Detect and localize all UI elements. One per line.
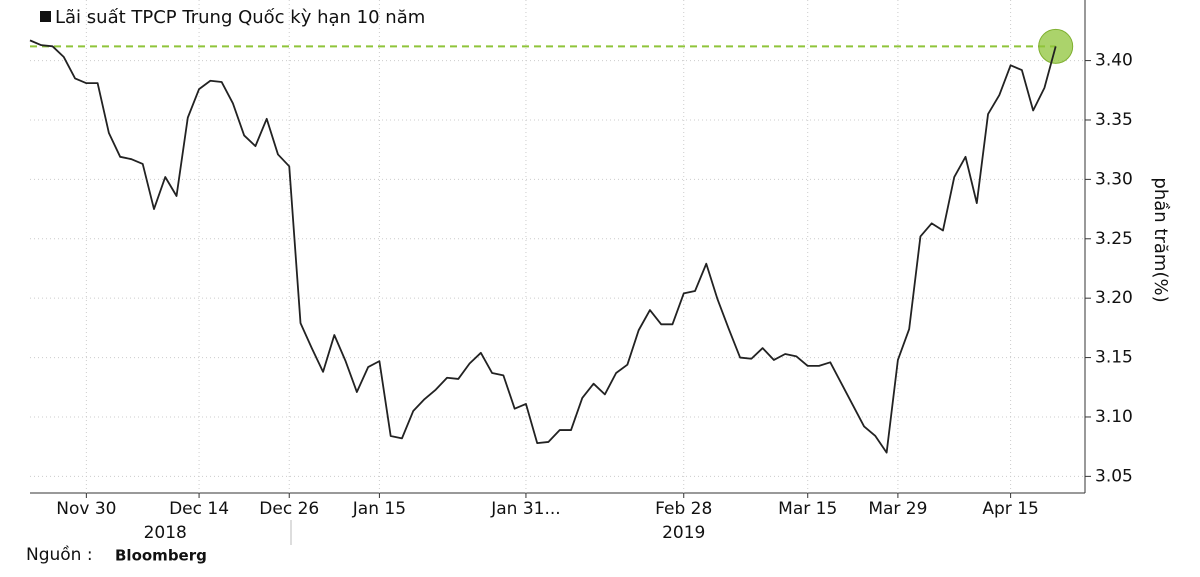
x-tick-label: Nov 30 (56, 499, 116, 519)
y-tick-label: 3.35 (1095, 110, 1133, 130)
x-tick-label: Dec 26 (259, 499, 319, 519)
y-tick-label: 3.30 (1095, 169, 1133, 189)
data-line (29, 39, 1057, 454)
source-prefix: Nguồn : (26, 544, 93, 565)
source-name: Bloomberg (115, 547, 207, 565)
year-label: 2019 (662, 523, 705, 543)
x-tick-label: Dec 14 (169, 499, 229, 519)
x-tick-label: Jan 31... (490, 499, 560, 519)
legend-swatch (40, 11, 51, 22)
y-tick-label: 3.20 (1095, 288, 1133, 308)
x-tick-label: Apr 15 (982, 499, 1038, 519)
y-tick-label: 3.05 (1095, 466, 1133, 486)
y-tick-label: 3.15 (1095, 348, 1133, 368)
y-tick-label: 3.10 (1095, 407, 1133, 427)
chart-title: Lãi suất TPCP Trung Quốc kỳ hạn 10 năm (55, 7, 425, 28)
x-tick-label: Mar 15 (778, 499, 837, 519)
x-tick-label: Jan 15 (352, 499, 406, 519)
y-axis-label: phần trăm(%) (1150, 177, 1171, 302)
y-tick-label: 3.25 (1095, 229, 1133, 249)
x-tick-label: Mar 29 (868, 499, 927, 519)
year-label: 2018 (144, 523, 187, 543)
y-tick-label: 3.40 (1095, 51, 1133, 71)
x-tick-label: Feb 28 (655, 499, 712, 519)
